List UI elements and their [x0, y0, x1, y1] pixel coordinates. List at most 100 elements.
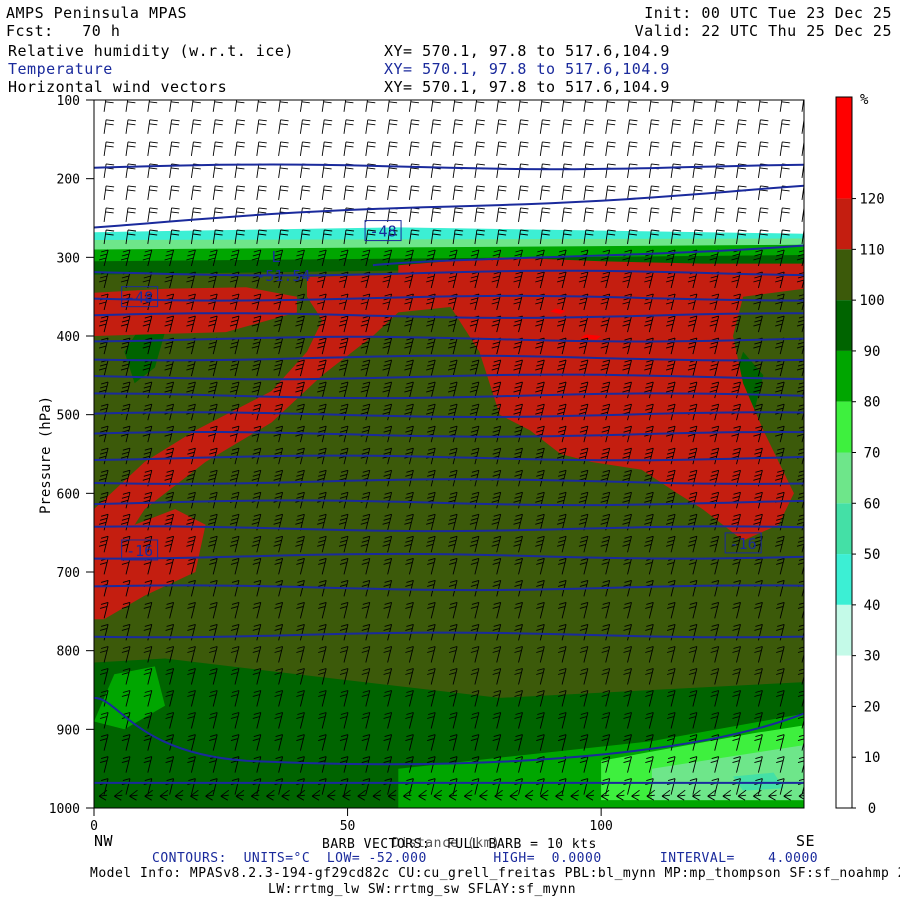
wind-barb — [556, 491, 567, 509]
x-axis-label: Distance (km) — [392, 836, 501, 851]
wind-barb — [776, 668, 785, 685]
wind-barb — [796, 272, 804, 289]
wind-barb — [256, 119, 267, 134]
wind-barb — [578, 337, 589, 355]
wind-barb — [274, 690, 284, 707]
wind-barb — [98, 469, 109, 487]
rh-region-4 — [94, 227, 804, 240]
wind-barb — [709, 425, 720, 443]
wind-barb — [710, 712, 720, 729]
wind-barb — [299, 141, 311, 156]
colorbar-swatch — [836, 198, 852, 250]
wind-barb — [339, 557, 349, 575]
wind-barb — [187, 646, 196, 663]
wind-barb — [234, 163, 246, 178]
wind-barb — [430, 207, 442, 222]
temperature-contour — [94, 478, 804, 485]
wind-barb — [430, 141, 442, 156]
wind-barb — [535, 535, 545, 553]
wind-barb — [209, 557, 218, 575]
contour-label-box — [724, 532, 762, 554]
wind-barb — [387, 207, 398, 222]
wind-barb — [644, 535, 654, 553]
colorbar-label: 100 — [859, 293, 884, 309]
wind-barb — [103, 141, 115, 156]
wind-barb — [644, 271, 654, 289]
wind-barb — [622, 381, 632, 399]
temperature-contour — [94, 499, 804, 507]
wind-barb — [208, 315, 218, 333]
wind-barb — [317, 337, 327, 355]
wind-barb — [403, 789, 412, 801]
wind-barb — [99, 712, 109, 729]
wind-barb — [623, 646, 632, 663]
wind-barb — [775, 381, 785, 399]
wind-barb — [404, 337, 414, 355]
wind-barb — [492, 579, 502, 597]
wind-barb — [120, 315, 131, 333]
wind-barb — [144, 789, 153, 801]
colorbar-swatch — [836, 554, 852, 605]
wind-barb — [143, 712, 153, 729]
wind-barb — [274, 557, 284, 575]
wind-barb — [710, 668, 720, 685]
wind-barb — [601, 690, 611, 707]
wind-barb — [623, 579, 632, 597]
wind-barb — [208, 447, 218, 465]
wind-barb — [754, 756, 763, 773]
wind-barb — [295, 535, 305, 553]
wind-barb — [143, 756, 153, 773]
wind-barb — [736, 141, 747, 156]
wind-barb — [120, 513, 131, 531]
contour-label: -48 — [126, 289, 153, 307]
colorbar-label: 80 — [864, 395, 881, 411]
wind-barb — [578, 535, 589, 553]
model-info-line2: LW:rrtmg_lw SW:rrtmg_sw SFLAY:sf_mynn — [268, 882, 577, 897]
wind-barb — [208, 535, 218, 553]
wind-barb — [229, 315, 240, 333]
wind-barb — [229, 535, 240, 553]
wind-barb — [251, 469, 262, 487]
wind-barb — [731, 469, 741, 487]
wind-barb — [539, 229, 551, 245]
wind-barb — [251, 249, 262, 267]
wind-barb — [383, 690, 393, 707]
wind-barb — [317, 271, 327, 289]
wind-barb — [338, 359, 349, 377]
wind-barb — [382, 491, 393, 509]
wind-barb — [426, 469, 436, 487]
wind-barb — [578, 491, 589, 509]
wind-barb — [535, 359, 545, 377]
wind-barb — [600, 337, 611, 355]
wind-barb — [536, 623, 545, 641]
wind-barb — [709, 293, 720, 311]
wind-barb — [447, 381, 458, 399]
wind-barb — [209, 668, 218, 685]
colorbar-label: 10 — [864, 750, 881, 766]
wind-barb — [360, 359, 371, 377]
wind-barb — [165, 690, 175, 707]
wind-barb — [753, 535, 763, 553]
wind-barb — [274, 623, 284, 641]
wind-barb — [731, 381, 741, 399]
wind-barb — [779, 207, 791, 222]
wind-barb — [343, 119, 355, 134]
wind-barb — [387, 229, 398, 245]
wind-barb — [736, 119, 747, 134]
wind-barb — [357, 789, 366, 801]
wind-barb — [513, 513, 523, 531]
wind-barb — [103, 185, 115, 200]
wind-barb — [622, 513, 632, 531]
wind-barb — [169, 207, 180, 222]
wind-barb — [318, 601, 327, 619]
wind-barb — [556, 425, 567, 443]
wind-barb — [174, 789, 184, 801]
wind-barb — [209, 734, 218, 751]
wind-barb — [125, 119, 137, 134]
wind-barb — [339, 690, 349, 707]
wind-barb — [143, 668, 153, 685]
wind-barb — [666, 734, 676, 751]
wind-barb — [212, 207, 224, 222]
wind-barb — [583, 185, 594, 200]
wind-barb — [579, 601, 589, 619]
